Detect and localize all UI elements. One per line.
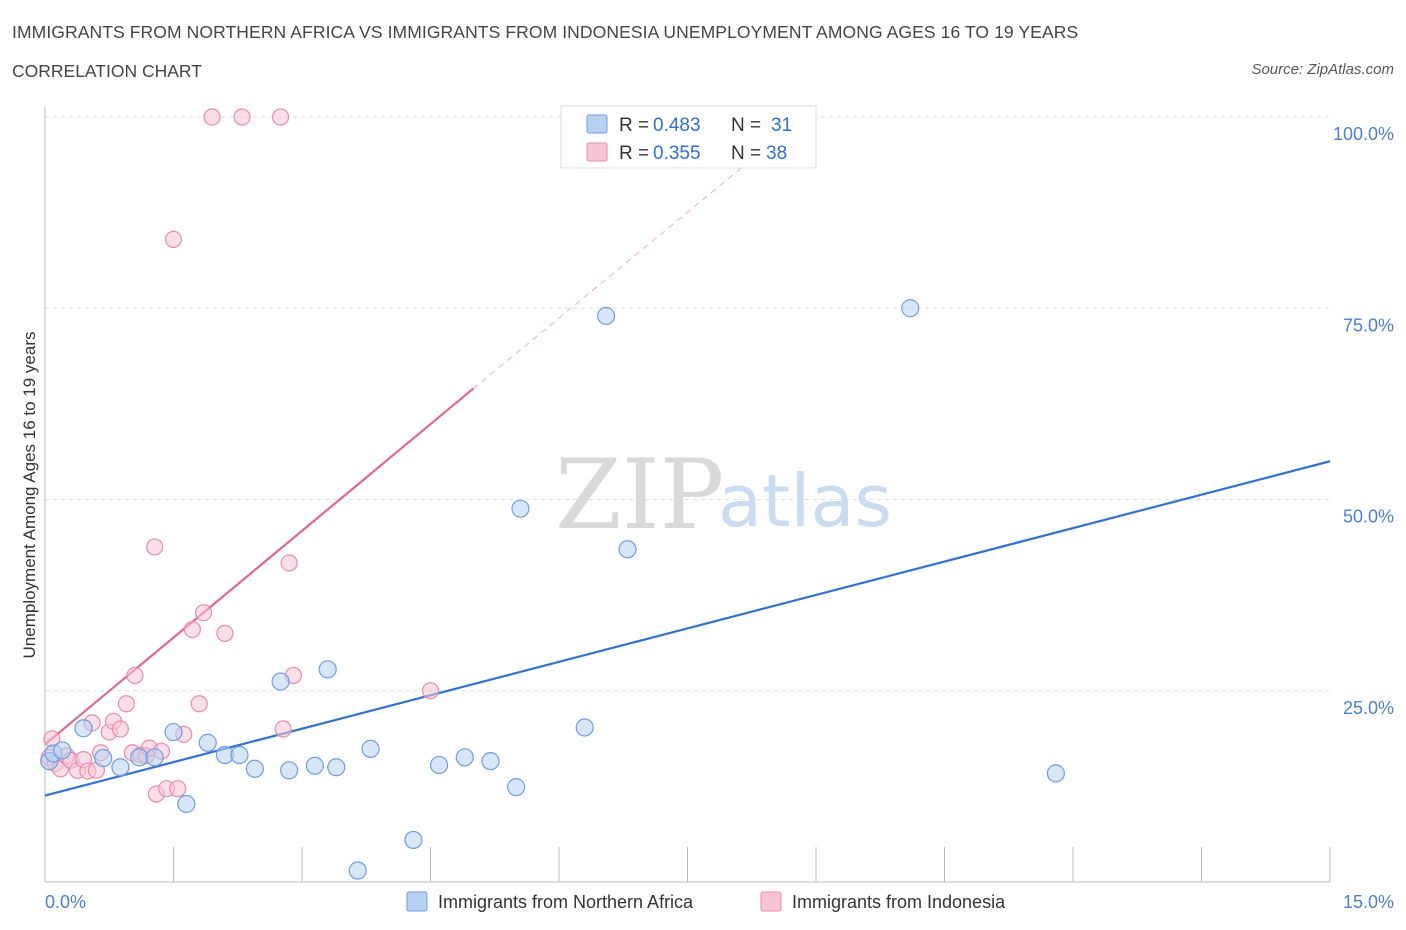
point-northern-africa: [145, 748, 164, 767]
point-indonesia: [164, 230, 183, 248]
stats-legend-r-value-pink: 0.355: [653, 143, 701, 164]
trend-line-northern-africa: [44, 460, 1331, 797]
point-northern-africa: [164, 722, 183, 742]
point-northern-africa: [575, 718, 594, 737]
source-label: Source: ZipAtlas.com: [1251, 61, 1394, 78]
stats-legend-n-value-blue: 31: [771, 115, 792, 136]
point-northern-africa: [111, 758, 130, 777]
series-legend-swatch-blue: [406, 891, 428, 912]
x-tick-max: 15.0%: [1343, 892, 1394, 912]
point-indonesia: [233, 108, 251, 126]
stats-legend-swatch-blue: [586, 114, 608, 134]
point-northern-africa: [318, 660, 337, 679]
x-tick-min: 0.0%: [45, 892, 86, 912]
point-indonesia: [190, 695, 208, 713]
point-northern-africa: [404, 830, 423, 850]
stats-legend: R = 0.483 N = 31 R = 0.355 N = 38: [560, 105, 817, 169]
point-indonesia: [146, 538, 164, 556]
gridlines: [45, 116, 1330, 692]
point-indonesia: [203, 108, 221, 126]
point-northern-africa: [177, 794, 196, 814]
points-northern-africa: [40, 299, 1065, 880]
series-legend: Immigrants from Northern Africa Immigran…: [406, 891, 1006, 912]
stats-legend-n-label-pink: N =: [731, 143, 761, 164]
point-northern-africa: [245, 759, 264, 778]
point-northern-africa: [271, 672, 290, 691]
series-legend-swatch-pink: [760, 891, 782, 912]
watermark: ZIP atlas: [555, 439, 892, 551]
chart-subtitle: CORRELATION CHART: [12, 61, 202, 81]
y-axis-label: Unemployment Among Ages 16 to 19 years: [20, 332, 39, 659]
point-northern-africa: [130, 748, 149, 767]
y-tick-labels: 25.0% 50.0% 75.0% 100.0%: [1333, 124, 1394, 718]
point-northern-africa: [618, 540, 637, 559]
stats-legend-n-value-pink: 38: [766, 143, 787, 164]
y-tick-label: 25.0%: [1343, 698, 1394, 718]
point-northern-africa: [230, 745, 249, 765]
point-indonesia: [274, 720, 292, 738]
point-indonesia: [216, 624, 234, 642]
point-northern-africa: [481, 752, 500, 771]
trend-lines: [44, 162, 1331, 797]
point-northern-africa: [1046, 764, 1065, 783]
point-indonesia: [271, 108, 290, 126]
point-northern-africa: [53, 741, 72, 760]
y-tick-label: 75.0%: [1343, 315, 1394, 335]
point-northern-africa: [507, 778, 526, 797]
point-northern-africa: [94, 748, 113, 768]
series-legend-label-pink: Immigrants from Indonesia: [792, 892, 1006, 912]
point-northern-africa: [198, 733, 217, 752]
watermark-zip: ZIP: [555, 439, 724, 551]
point-indonesia: [280, 554, 298, 572]
point-northern-africa: [455, 748, 474, 767]
trend-extension-indonesia: [473, 162, 748, 389]
point-indonesia: [194, 604, 213, 622]
point-northern-africa: [280, 761, 299, 780]
point-indonesia: [421, 682, 440, 700]
stats-legend-r-value-blue: 0.483: [653, 115, 701, 136]
y-tick-label: 50.0%: [1343, 507, 1394, 527]
stats-legend-r-label-pink: R =: [619, 143, 649, 164]
point-indonesia: [126, 666, 144, 685]
watermark-atlas: atlas: [718, 459, 892, 543]
point-indonesia: [169, 780, 187, 798]
point-northern-africa: [327, 758, 346, 777]
y-tick-label: 100.0%: [1333, 124, 1394, 144]
stats-legend-r-label-blue: R =: [619, 115, 649, 136]
point-northern-africa: [597, 306, 616, 325]
series-legend-label-blue: Immigrants from Northern Africa: [438, 892, 694, 912]
stats-legend-swatch-pink: [586, 142, 608, 162]
point-indonesia: [117, 695, 135, 713]
point-northern-africa: [74, 719, 93, 738]
point-northern-africa: [305, 756, 324, 775]
stats-legend-n-label-blue: N =: [731, 115, 761, 136]
trend-line-indonesia: [44, 387, 475, 746]
point-indonesia: [183, 620, 201, 639]
chart-title: IMMIGRANTS FROM NORTHERN AFRICA VS IMMIG…: [12, 22, 1079, 42]
point-northern-africa: [511, 499, 530, 518]
point-northern-africa: [901, 299, 920, 318]
point-indonesia: [111, 720, 129, 738]
point-northern-africa: [361, 739, 380, 758]
axes: [44, 107, 1331, 883]
point-northern-africa: [429, 755, 449, 775]
point-northern-africa: [348, 861, 367, 880]
